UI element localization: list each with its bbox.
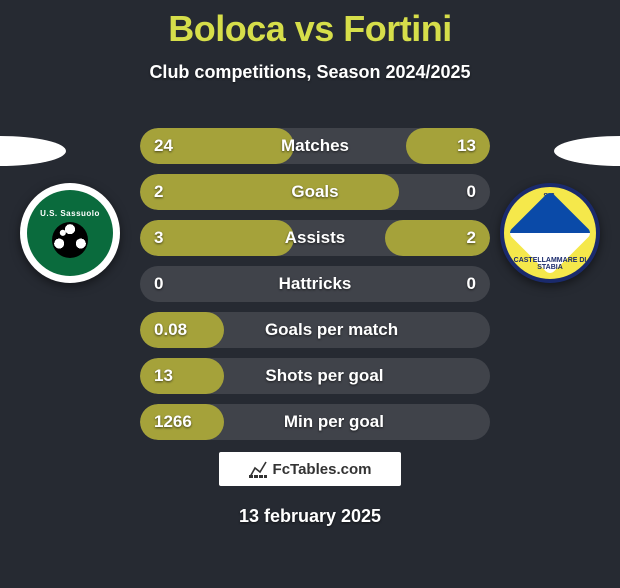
stat-value-right: 0 [467,274,476,294]
stat-row-gpm: 0.08 Goals per match [140,312,490,348]
team-right-badge-city: CASTELLAMMARE DI STABIA [504,257,596,271]
stat-value-left: 0.08 [154,320,187,340]
fctables-badge[interactable]: FcTables.com [219,452,401,486]
stat-value-left: 13 [154,366,173,386]
stat-label: Matches [173,136,457,156]
platform-right [554,136,620,166]
stat-row-assists: 3 Assists 2 [140,220,490,256]
stat-value-left: 2 [154,182,163,202]
team-right-badge: S.S. CASTELLAMMARE DI STABIA [500,183,600,283]
platform-left [0,136,66,166]
fctables-label: FcTables.com [273,461,372,478]
stat-label: Hattricks [163,274,466,294]
stat-label: Shots per goal [173,366,476,386]
stat-value-left: 24 [154,136,173,156]
stat-label: Min per goal [192,412,476,432]
page-title: Boloca vs Fortini [0,8,620,50]
stat-row-hattricks: 0 Hattricks 0 [140,266,490,302]
stat-value-left: 0 [154,274,163,294]
stat-value-right: 0 [467,182,476,202]
team-left-badge-text: U.S. Sassuolo [40,209,100,218]
stat-value-right: 2 [467,228,476,248]
stat-row-matches: 24 Matches 13 [140,128,490,164]
date-label: 13 february 2025 [0,506,620,527]
barchart-icon [249,460,267,478]
stat-value-left: 1266 [154,412,192,432]
soccer-ball-icon [52,222,88,258]
stat-row-mpg: 1266 Min per goal [140,404,490,440]
subtitle: Club competitions, Season 2024/2025 [0,62,620,83]
stat-value-left: 3 [154,228,163,248]
stat-label: Goals [163,182,466,202]
stat-label: Goals per match [187,320,476,340]
stat-value-right: 13 [457,136,476,156]
team-left-badge: U.S. Sassuolo [20,183,120,283]
stats-panel: 24 Matches 13 2 Goals 0 3 Assists 2 0 Ha… [140,128,490,450]
stat-label: Assists [163,228,466,248]
stat-row-goals: 2 Goals 0 [140,174,490,210]
stat-row-spg: 13 Shots per goal [140,358,490,394]
